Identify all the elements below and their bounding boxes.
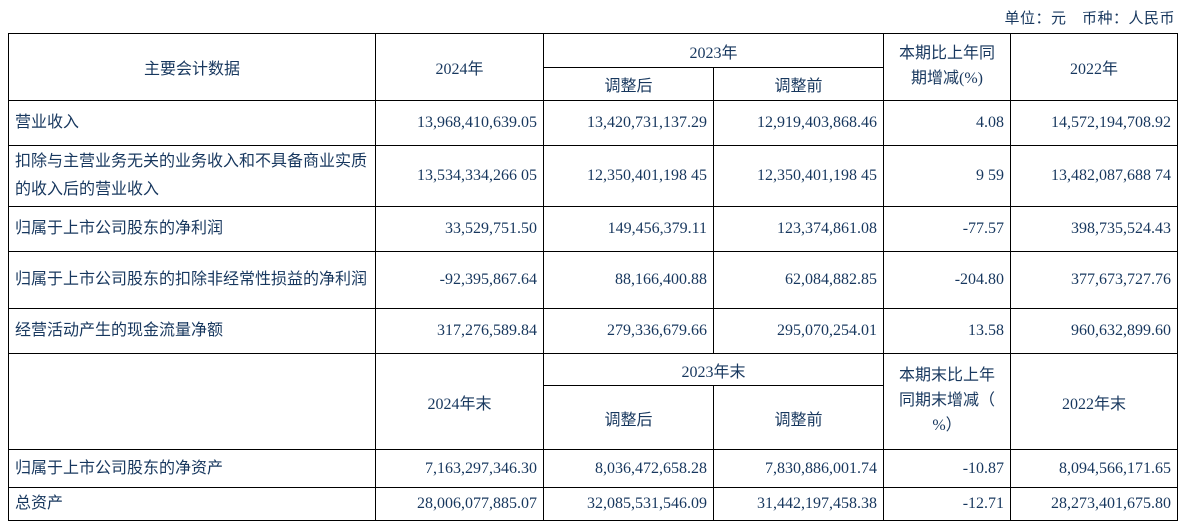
row-label: 经营活动产生的现金流量净额	[8, 308, 376, 354]
cell-2022: 960,632,899.60	[1010, 308, 1179, 354]
row-label: 营业收入	[8, 100, 376, 146]
cell-2022: 398,735,524.43	[1010, 206, 1179, 252]
header-change-pct: 本期比上年同 期增减(%)	[883, 33, 1012, 101]
cell-2023-adjusted: 149,456,379.11	[543, 206, 714, 252]
row-revenue-after-deduction: 扣除与主营业务无关的业务收入和不具备商业实质的收入后的营业收入 13,534,3…	[8, 145, 1179, 207]
row-net-profit: 归属于上市公司股东的净利润 33,529,751.50 149,456,379.…	[8, 206, 1179, 252]
cell-2023-before: 12,350,401,198 45	[712, 145, 885, 207]
cell-2024: 13,534,334,266 05	[375, 145, 544, 207]
cell-change: 9 59	[883, 145, 1012, 207]
key-accounting-data-table: 主要会计数据 2024年 2023年 本期比上年同 期增减(%) 2022年 调…	[8, 33, 1179, 521]
cell-2023-adjusted: 88,166,400.88	[543, 251, 714, 309]
section2-header-row-2: 调整后 调整前	[9, 385, 1178, 450]
row-net-profit-after-nonrecurring: 归属于上市公司股东的扣除非经常性损益的净利润 -92,395,867.64 88…	[8, 251, 1179, 309]
row-label: 归属于上市公司股东的扣除非经常性损益的净利润	[8, 251, 376, 309]
cell-2024: 13,968,410,639.05	[375, 100, 544, 146]
row-label: 扣除与主营业务无关的业务收入和不具备商业实质的收入后的营业收入	[8, 145, 376, 207]
cell-2023-adjusted: 32,085,531,546.09	[543, 487, 714, 521]
cell-change: -77.57	[883, 206, 1012, 252]
header-2023-end-adjusted: 调整后	[543, 385, 714, 450]
cell-2022: 13,482,087,688 74	[1010, 145, 1179, 207]
cell-2023-adjusted: 8,036,472,658.28	[543, 449, 714, 488]
cell-2024: 7,163,297,346.30	[375, 449, 544, 488]
row-label: 归属于上市公司股东的净利润	[8, 206, 376, 252]
unit-currency-note: 单位：元 币种：人民币	[1004, 11, 1175, 27]
row-total-assets: 总资产 28,006,077,885.07 32,085,531,546.09 …	[8, 487, 1179, 521]
cell-change: -10.87	[883, 449, 1012, 488]
cell-2023-adjusted: 12,350,401,198 45	[543, 145, 714, 207]
cell-2023-adjusted: 13,420,731,137.29	[543, 100, 714, 146]
header-change-end-line3: %）	[932, 416, 962, 434]
cell-2024: 317,276,589.84	[375, 308, 544, 354]
row-operating-cash-flow: 经营活动产生的现金流量净额 317,276,589.84 279,336,679…	[8, 308, 1179, 354]
header-change-end-pct: 本期末比上年 同期末增减（ %）	[883, 353, 1012, 450]
header-2023-before: 调整前	[712, 67, 885, 101]
cell-2022: 28,273,401,675.80	[1010, 487, 1179, 521]
cell-2023-before: 31,442,197,458.38	[712, 487, 885, 521]
section1-header-row-2: 调整后 调整前	[9, 67, 1178, 101]
cell-2023-before: 7,830,886,001.74	[712, 449, 885, 488]
section2-header-empty-cell	[8, 353, 376, 450]
row-net-assets: 归属于上市公司股东的净资产 7,163,297,346.30 8,036,472…	[8, 449, 1179, 488]
header-change-line1: 本期比上年同	[899, 45, 996, 63]
cell-change: 13.58	[883, 308, 1012, 354]
row-label: 总资产	[8, 487, 376, 521]
header-change-end-line2: 同期末增减（	[899, 392, 996, 410]
cell-2024: -92,395,867.64	[375, 251, 544, 309]
cell-2022: 14,572,194,708.92	[1010, 100, 1179, 146]
cell-2024: 33,529,751.50	[375, 206, 544, 252]
header-2023: 2023年	[542, 33, 885, 68]
cell-2022: 377,673,727.76	[1010, 251, 1179, 309]
cell-2024: 28,006,077,885.07	[375, 487, 544, 521]
row-label: 归属于上市公司股东的净资产	[8, 449, 376, 488]
cell-2023-before: 12,919,403,868.46	[712, 100, 885, 146]
header-change-line2: 期增减(%)	[911, 70, 984, 87]
cell-change: -12.71	[883, 487, 1012, 521]
header-2023-end-before: 调整前	[712, 385, 885, 450]
cell-2023-before: 123,374,861.08	[712, 206, 885, 252]
cell-2022: 8,094,566,171.65	[1010, 449, 1179, 488]
header-change-end-line1: 本期末比上年	[899, 367, 996, 385]
section1-header-row-1: 主要会计数据 2024年 2023年 本期比上年同 期增减(%) 2022年	[8, 33, 1179, 101]
cell-2023-before: 62,084,882.85	[712, 251, 885, 309]
cell-2023-adjusted: 279,336,679.66	[543, 308, 714, 354]
cell-2023-before: 295,070,254.01	[712, 308, 885, 354]
cell-change: -204.80	[883, 251, 1012, 309]
cell-change: 4.08	[883, 100, 1012, 146]
section2-header-row-1: 2024年末 2023年末 本期末比上年 同期末增减（ %） 2022年末	[8, 353, 1179, 450]
header-2022-end: 2022年末	[1010, 353, 1179, 450]
header-main-label: 主要会计数据	[8, 33, 376, 101]
header-2022: 2022年	[1010, 33, 1179, 101]
header-2024: 2024年	[375, 33, 544, 101]
header-2023-adjusted: 调整后	[543, 67, 714, 101]
row-operating-revenue: 营业收入 13,968,410,639.05 13,420,731,137.29…	[8, 100, 1179, 146]
header-2023-end: 2023年末	[542, 353, 885, 386]
header-2024-end: 2024年末	[375, 353, 544, 450]
